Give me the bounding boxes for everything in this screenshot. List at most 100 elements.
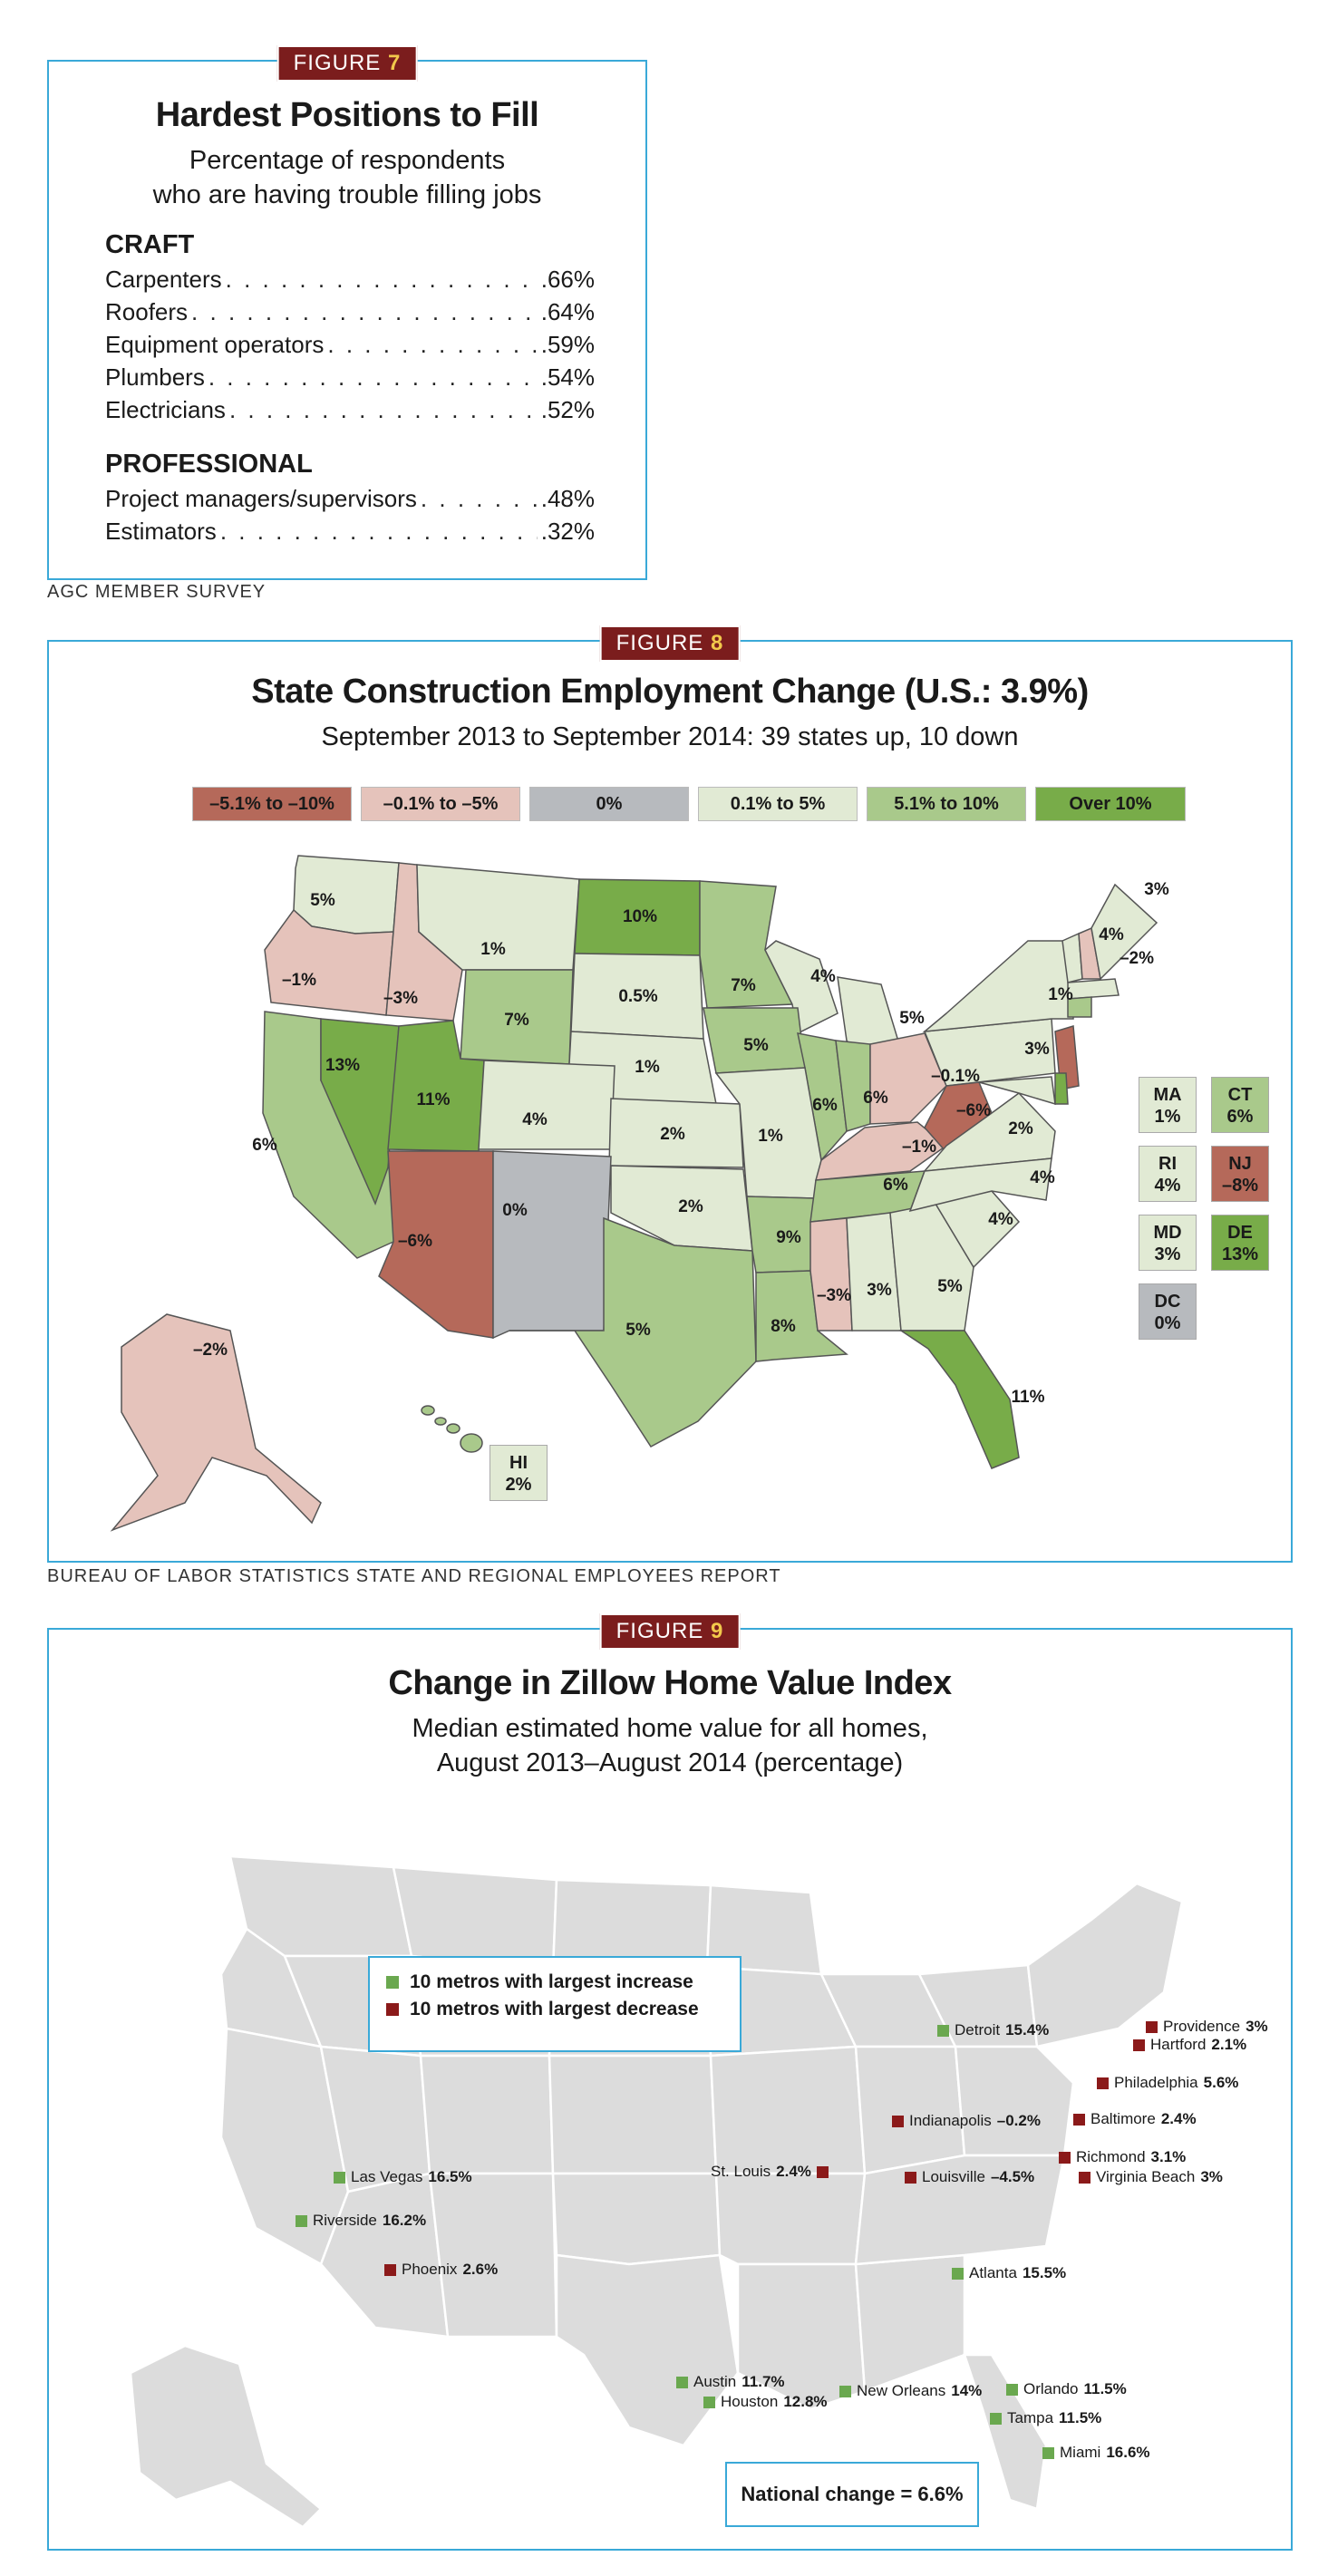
metro-marker: St. Louis 2.4%	[711, 2163, 829, 2181]
state-ct	[1067, 996, 1092, 1018]
state-nc	[908, 1157, 1052, 1213]
legend-decrease-item: 10 metros with largest decrease	[386, 1996, 723, 2023]
figure-7-subtitle-line-1: Percentage of respondents	[189, 146, 506, 175]
state-label: 5%	[310, 891, 335, 910]
state-label: 2%	[660, 1125, 685, 1144]
figure-9-title: Change in Zillow Home Value Index	[388, 1664, 952, 1702]
state-box-md: MD 3%	[1139, 1215, 1197, 1271]
list-item: Electricians .52%	[105, 396, 595, 429]
state-az	[378, 1150, 494, 1339]
figure-7-title: Hardest Positions to Fill	[155, 96, 539, 134]
state-ny	[922, 940, 1074, 1032]
state-ms	[809, 1217, 853, 1332]
metro-marker: Tampa 11.5%	[990, 2409, 1101, 2427]
list-item-label: Carpenters	[105, 266, 222, 293]
state-box-ri: RI 4%	[1139, 1146, 1197, 1202]
legend-decrease-label: 10 metros with largest decrease	[410, 1999, 699, 2019]
list-item: Carpenters .66%	[105, 266, 595, 298]
list-item: Roofers .64%	[105, 298, 595, 331]
legend-item-moderate-increase-visible: 5.1% to 10%	[867, 787, 1026, 821]
list-item: Project managers/supervisors .48%	[105, 485, 595, 518]
legend-item-large-increase: Over 10%	[1035, 787, 1186, 821]
state-label: 3%	[867, 1281, 892, 1300]
metro-legend: 10 metros with largest increase 10 metro…	[368, 1956, 742, 2052]
state-label: –3%	[383, 989, 419, 1008]
state-label: –3%	[816, 1286, 852, 1305]
list-item: Equipment operators .59%	[105, 331, 595, 363]
figure-7-panel: FIGURE 7 Hardest Positions to Fill Perce…	[47, 45, 647, 580]
figure-9-subtitle-line-1: Median estimated home value for all home…	[412, 1714, 928, 1743]
state-label: 7%	[504, 1011, 529, 1030]
figure-8-title: State Construction Employment Change (U.…	[251, 673, 1089, 711]
legend-item-large-decrease: –5.1% to –10%	[192, 787, 352, 821]
list-item: Plumbers .54%	[105, 363, 595, 396]
state-label: –1%	[281, 971, 317, 990]
legend-item-increase: 0.1% to 5%	[698, 787, 858, 821]
list-item-label: Roofers	[105, 298, 189, 325]
legend-increase-item: 10 metros with largest increase	[386, 1969, 723, 1996]
state-box-de: DE 13%	[1211, 1215, 1269, 1271]
state-label: –6%	[955, 1101, 992, 1120]
state-label: –0.1%	[931, 1067, 980, 1086]
state-box-dc: DC 0%	[1139, 1283, 1197, 1340]
state-hi	[421, 1405, 483, 1453]
state-nv	[320, 1018, 400, 1206]
state-ak	[110, 1313, 322, 1532]
state-label: 1%	[1048, 985, 1073, 1004]
list-item-value: .48%	[540, 485, 595, 512]
state-label: 0.5%	[618, 987, 658, 1006]
state-label: 2%	[1008, 1119, 1033, 1138]
figure-8-source: BUREAU OF LABOR STATISTICS STATE AND REG…	[47, 1566, 781, 1586]
state-box-hi: HI 2%	[490, 1445, 548, 1501]
state-oh	[869, 1032, 947, 1125]
state-label: 1%	[758, 1127, 783, 1146]
state-label: 11%	[416, 1090, 451, 1109]
state-ks	[608, 1098, 744, 1168]
metro-marker: Louisville –4.5%	[905, 2168, 1034, 2186]
state-label: 8%	[771, 1317, 796, 1336]
metro-marker: Houston 12.8%	[703, 2393, 828, 2411]
metro-marker: Detroit 15.4%	[937, 2021, 1049, 2039]
state-label: 4%	[522, 1110, 548, 1129]
figure-8-tag: FIGURE 8	[599, 625, 741, 662]
figure-8-subtitle: September 2013 to September 2014: 39 sta…	[321, 722, 1019, 751]
list-item-label: Project managers/supervisors	[105, 485, 417, 512]
state-label: 7%	[731, 976, 756, 995]
figure-7-source: AGC MEMBER SURVEY	[47, 582, 267, 602]
state-label: 6%	[252, 1136, 277, 1155]
state-label: 11%	[1011, 1388, 1045, 1407]
state-label: 2%	[678, 1197, 703, 1216]
state-label: 5%	[899, 1009, 925, 1028]
legend-increase-label: 10 metros with largest increase	[410, 1971, 693, 1992]
state-tx	[509, 1216, 757, 1448]
craft-header: CRAFT	[105, 230, 195, 259]
metro-marker: Providence 3%	[1146, 2018, 1268, 2036]
state-label: 4%	[1099, 925, 1124, 944]
state-il	[797, 1032, 848, 1162]
state-label: 4%	[988, 1210, 1013, 1229]
state-label: 4%	[810, 967, 836, 986]
metro-marker: Las Vegas 16.5%	[334, 2168, 472, 2186]
state-box-ma: MA 1%	[1139, 1077, 1197, 1133]
legend-item-zero: 0%	[529, 787, 689, 821]
state-label: –6%	[397, 1232, 433, 1251]
state-label: 3%	[1144, 880, 1169, 899]
state-label: 3%	[1024, 1040, 1050, 1059]
figure-9-subtitle-line-2: August 2013–August 2014 (percentage)	[436, 1748, 904, 1777]
metro-marker: Richmond 3.1%	[1059, 2148, 1186, 2166]
list-item-label: Estimators	[105, 518, 217, 545]
list-item-value: .52%	[540, 396, 595, 423]
state-label: 5%	[625, 1321, 651, 1340]
state-label: 6%	[812, 1096, 838, 1115]
metro-marker: Riverside 16.2%	[296, 2212, 426, 2230]
figure-8-panel: FIGURE 8 State Construction Employment C…	[47, 625, 1293, 1563]
metro-marker: Phoenix 2.6%	[384, 2261, 498, 2279]
metro-marker: Philadelphia 5.6%	[1097, 2074, 1238, 2092]
metro-marker: Austin 11.7%	[676, 2373, 785, 2391]
state-label: 5%	[937, 1277, 963, 1296]
list-item-label: Plumbers	[105, 363, 205, 391]
us-employment-map	[110, 855, 1158, 1532]
state-box-nj: NJ –8%	[1211, 1146, 1269, 1202]
professional-header: PROFESSIONAL	[105, 450, 313, 479]
state-box-ct: CT 6%	[1211, 1077, 1269, 1133]
